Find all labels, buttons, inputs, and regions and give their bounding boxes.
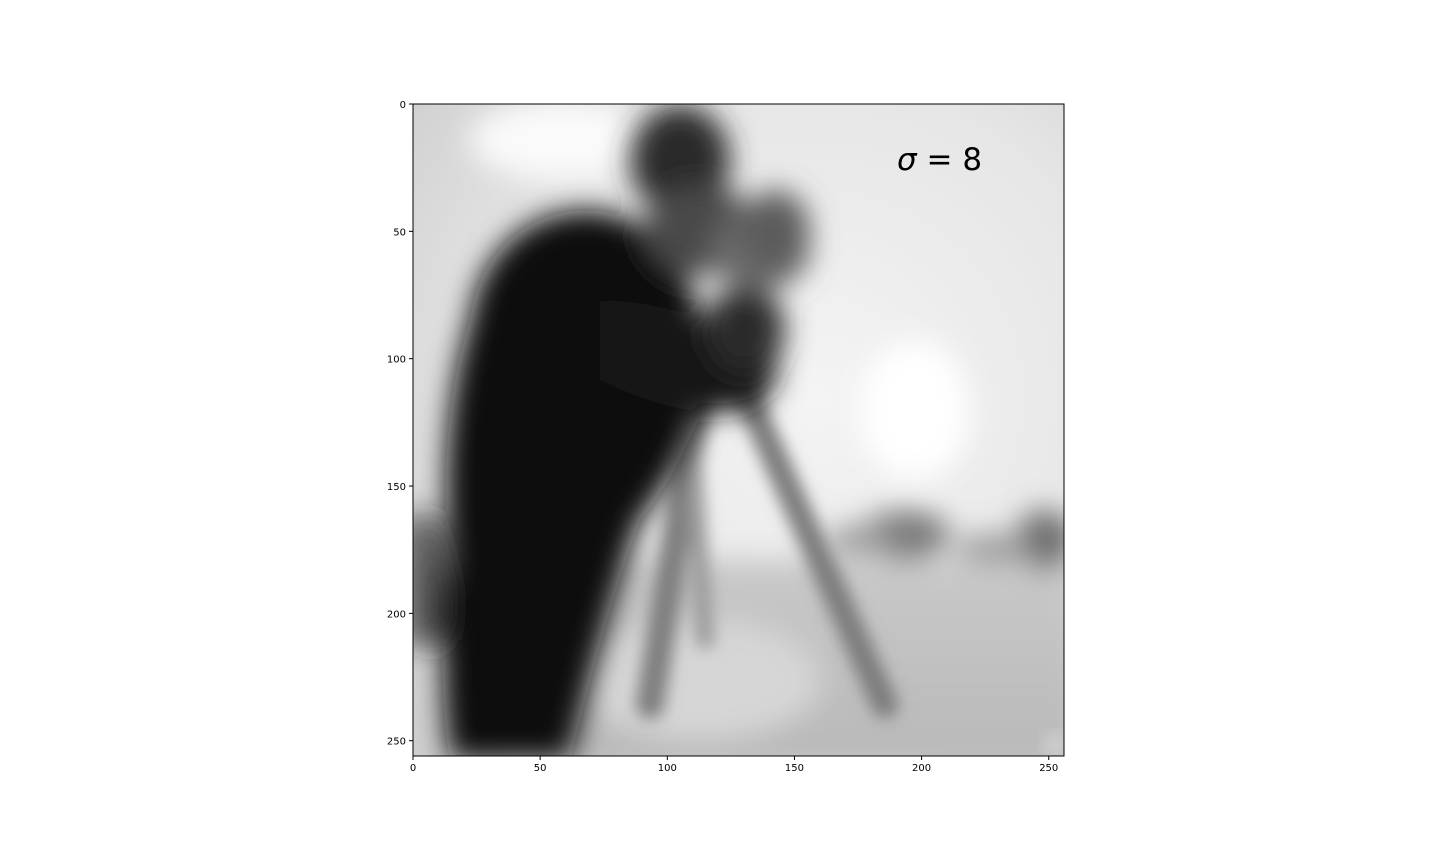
- x-tick-label: 50: [534, 763, 547, 774]
- blurred-photo-image: [413, 104, 1064, 756]
- y-tick-label: 0: [400, 100, 406, 111]
- x-axis: 0 50 100 150 200 250: [410, 756, 1058, 774]
- y-tick-label: 100: [387, 355, 406, 366]
- sigma-symbol: σ: [897, 142, 918, 178]
- x-tick-label: 0: [410, 763, 416, 774]
- x-tick-label: 200: [912, 763, 931, 774]
- y-tick-label: 250: [387, 737, 406, 748]
- x-tick-label: 100: [658, 763, 677, 774]
- y-tick-label: 150: [387, 482, 406, 493]
- y-tick-label: 50: [393, 227, 406, 238]
- sigma-value-text: = 8: [917, 142, 982, 178]
- y-tick-label: 200: [387, 609, 406, 620]
- x-tick-label: 250: [1039, 763, 1058, 774]
- plot-frame: [412, 103, 1065, 757]
- y-axis: 0 50 100 150 200 250: [387, 100, 413, 748]
- sigma-annotation: σ = 8: [897, 142, 982, 178]
- x-tick-label: 150: [785, 763, 804, 774]
